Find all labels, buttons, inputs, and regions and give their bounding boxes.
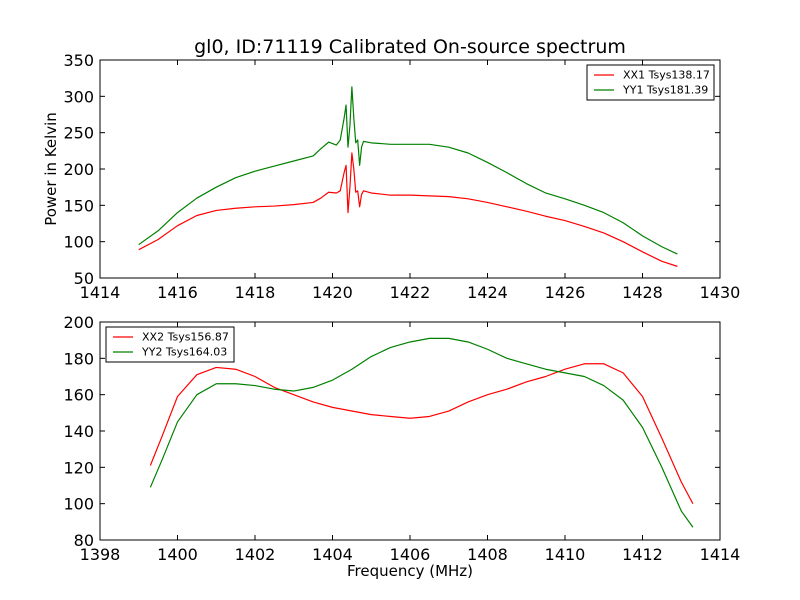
y-tick-label: 200	[63, 313, 94, 332]
x-axis-ticks: 1398 1400 1402 1404 1406 1408 1410 1412 1414	[80, 322, 741, 564]
y-tick-label: 120	[63, 458, 94, 477]
bottom-spectrum-chart: 1398 1400 1402 1404 1406 1408 1410 1412 1414 801…	[63, 313, 740, 580]
legend-label-yy1: YY1 Tsys181.39	[622, 84, 708, 97]
series-layer	[138, 86, 678, 267]
y-axis-ticks: 50 100 150 200 250 300 350	[63, 51, 720, 288]
y-tick-label: 200	[63, 160, 94, 179]
x-tick-label: 1412	[622, 545, 663, 564]
y-tick-label: 100	[63, 233, 94, 252]
y-tick-label: 100	[63, 495, 94, 514]
x-tick-label: 1404	[312, 545, 353, 564]
series-line-2	[138, 86, 678, 255]
chart-title: gl0, ID:71119 Calibrated On-source spect…	[194, 36, 626, 58]
y-tick-label: 180	[63, 349, 94, 368]
y-tick-label: 250	[63, 124, 94, 143]
x-tick-label: 1416	[157, 283, 198, 302]
x-tick-label: 1414	[700, 545, 741, 564]
x-tick-label: 1414	[80, 283, 121, 302]
legend-box	[586, 64, 715, 101]
legend-label-xx2: XX2 Tsys156.87	[142, 331, 229, 344]
legend: XX1 Tsys138.17 YY1 Tsys181.39	[586, 64, 715, 101]
x-tick-label: 1408	[467, 545, 508, 564]
x-tick-label: 1430	[700, 283, 741, 302]
y-tick-label: 350	[63, 51, 94, 70]
series-line-1	[149, 363, 694, 504]
y-tick-label: 50	[74, 269, 94, 288]
x-tick-label: 1418	[235, 283, 276, 302]
x-axis-ticks: 1414 1416 1418 1420 1422 1424 1426 1428 1430	[80, 60, 741, 302]
y-axis-ticks: 80 100 120 140 160 180 200	[63, 313, 720, 550]
x-axis-label: Frequency (MHz)	[347, 562, 473, 580]
legend-label-yy2: YY2 Tsys164.03	[141, 346, 227, 359]
x-tick-label: 1428	[622, 283, 663, 302]
x-tick-label: 1400	[157, 545, 198, 564]
series-line-2	[149, 337, 694, 528]
x-tick-label: 1402	[235, 545, 276, 564]
y-tick-label: 80	[74, 531, 94, 550]
y-axis-label: Power in Kelvin	[42, 112, 60, 226]
legend-label-xx1: XX1 Tsys138.17	[623, 69, 710, 82]
top-spectrum-chart: gl0, ID:71119 Calibrated On-source spect…	[42, 36, 740, 302]
x-tick-label: 1398	[80, 545, 121, 564]
y-tick-label: 140	[63, 422, 94, 441]
x-tick-label: 1426	[545, 283, 586, 302]
legend: XX2 Tsys156.87 YY2 Tsys164.03	[105, 326, 235, 363]
x-tick-label: 1410	[545, 545, 586, 564]
y-tick-label: 150	[63, 196, 94, 215]
series-layer	[149, 337, 694, 528]
x-tick-label: 1422	[390, 283, 431, 302]
series-line-1	[138, 152, 678, 267]
x-tick-label: 1420	[312, 283, 353, 302]
y-tick-label: 160	[63, 386, 94, 405]
y-tick-label: 300	[63, 87, 94, 106]
x-tick-label: 1406	[390, 545, 431, 564]
legend-box	[105, 326, 235, 363]
x-tick-label: 1424	[467, 283, 508, 302]
